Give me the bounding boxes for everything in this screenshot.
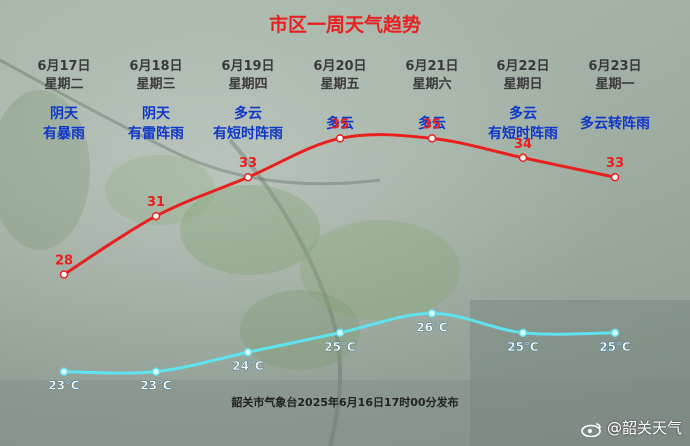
low-temp-point: [518, 328, 528, 338]
day-date: 6月17日: [37, 59, 91, 74]
weibo-logo-icon: [581, 422, 601, 437]
day-condition: 多云: [509, 106, 537, 122]
low-temp-label: 23°C: [140, 379, 172, 393]
day-date: 6月20日: [313, 59, 367, 74]
high-temp-label: 31: [147, 195, 165, 210]
day-condition-detail: 有暴雨: [43, 126, 85, 142]
day-weekday: 星期二: [44, 77, 84, 92]
high-temp-point: [59, 270, 69, 279]
high-temp-point: [335, 134, 345, 143]
day-condition: 多云: [326, 116, 354, 132]
high-temp-label: 35: [423, 117, 441, 132]
low-temp-label: 25°C: [599, 340, 631, 354]
day-condition-detail: 有短时阵雨: [488, 126, 558, 142]
day-date: 6月22日: [496, 59, 550, 74]
high-temp-label: 34: [514, 137, 532, 152]
day-condition-detail: 有雷阵雨: [128, 126, 184, 142]
page-title: 市区一周天气趋势: [268, 14, 421, 36]
day-date: 6月23日: [588, 59, 642, 74]
low-temp-point: [151, 367, 161, 376]
day-condition: 阴天: [50, 106, 78, 122]
day-column: 6月23日星期一多云转阵雨: [560, 58, 670, 134]
day-condition-detail: 有短时阵雨: [213, 126, 283, 142]
low-temp-label: 26°C: [416, 320, 448, 334]
day-condition: 多云: [234, 106, 262, 122]
watermark-text: @韶关天气: [606, 419, 682, 437]
low-temp-point: [243, 347, 253, 357]
high-temp-point: [518, 153, 528, 163]
day-date: 6月18日: [129, 59, 183, 74]
day-weekday: 星期四: [228, 77, 268, 92]
day-date: 6月21日: [405, 59, 459, 74]
low-temp-point: [610, 328, 620, 338]
day-column: 6月17日星期二阴天有暴雨: [9, 58, 119, 144]
high-temp-label: 28: [55, 253, 73, 268]
day-date: 6月19日: [221, 59, 275, 74]
low-temp-label: 23°C: [48, 379, 80, 393]
high-temp-label: 35: [331, 117, 349, 132]
high-temp-point: [151, 211, 161, 221]
day-column: 6月18日星期三阴天有雷阵雨: [101, 58, 211, 144]
low-temp-point: [59, 367, 69, 376]
high-temp-label: 33: [606, 156, 624, 171]
high-temp-point: [610, 172, 620, 182]
day-weekday: 星期六: [412, 77, 452, 92]
low-temp-label: 25°C: [324, 340, 356, 354]
low-temp-point: [335, 328, 345, 338]
high-temp-point: [427, 134, 437, 143]
weibo-watermark: @韶关天气: [581, 417, 682, 438]
day-column: 6月19日星期四多云有短时阵雨: [193, 58, 303, 144]
low-temp-label: 24°C: [232, 359, 264, 373]
day-weekday: 星期日: [503, 77, 543, 92]
low-temp-label: 25°C: [507, 340, 539, 354]
day-condition: 阴天: [142, 106, 170, 122]
issue-note: 韶关市气象台2025年6月16日17时00分发布: [231, 396, 459, 409]
high-temp-point: [243, 172, 253, 182]
day-column: 6月21日星期六多云: [377, 58, 487, 134]
day-weekday: 星期三: [136, 77, 176, 92]
day-weekday: 星期一: [595, 77, 635, 92]
day-weekday: 星期五: [320, 77, 360, 92]
high-temp-label: 33: [239, 156, 257, 171]
day-column: 6月20日星期五多云: [285, 58, 395, 134]
day-condition: 多云转阵雨: [580, 116, 650, 132]
day-condition: 多云: [418, 116, 446, 132]
low-temp-point: [427, 309, 437, 318]
day-column: 6月22日星期日多云有短时阵雨: [468, 58, 578, 144]
